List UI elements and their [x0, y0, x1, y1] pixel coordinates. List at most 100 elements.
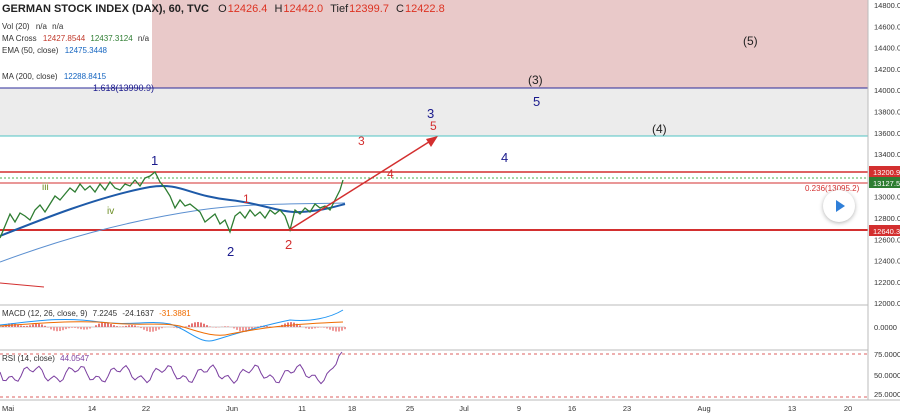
macd-bar: [188, 324, 190, 327]
price-line: [0, 170, 344, 239]
price-tick: 13000.0: [874, 193, 900, 202]
time-axis-ticks: Mai 14 22 Jun 11 18 25 Jul 9 16 23 Aug 13 20: [2, 404, 852, 413]
price-tick: 13600.0: [874, 129, 900, 138]
wave-red-1: 1: [243, 192, 250, 206]
projection-line: [288, 139, 433, 231]
macd-bar: [17, 324, 19, 327]
macd-bar: [26, 325, 28, 327]
indicator-ma200[interactable]: MA (200, close) 12288.8415: [2, 72, 106, 81]
macd-bar: [110, 324, 112, 327]
badge-resistance: [869, 166, 900, 177]
price-tick: 14000.0: [874, 86, 900, 95]
ma200-line: [0, 202, 346, 263]
rsi-tick-75: 75.0000: [874, 350, 900, 359]
ohlc-c-val: 12422.8: [404, 3, 445, 15]
fib-0236-label: 0.236(13095.2): [805, 184, 860, 193]
wave-red-3: 3: [358, 134, 365, 148]
macd-bar: [176, 327, 178, 329]
price-tick: 14200.0: [874, 65, 900, 74]
macd-bar: [236, 327, 238, 330]
macd-val2: -24.1637: [122, 309, 154, 318]
play-button[interactable]: [823, 190, 855, 222]
macd-bar: [59, 327, 61, 332]
macd-bar: [116, 326, 118, 327]
price-tick: 13800.0: [874, 108, 900, 117]
indicator-macross-val3: n/a: [137, 34, 150, 43]
indicator-ma200-val: 12288.8415: [63, 72, 107, 81]
time-tick: 11: [298, 404, 306, 413]
macd-val1: 7.2245: [92, 309, 118, 318]
projection-arrowhead: [426, 136, 438, 147]
macd-bar: [242, 327, 244, 332]
macd-bar: [326, 327, 328, 329]
macd-bar: [149, 327, 151, 332]
indicator-ma200-name: MA (200, close): [2, 72, 58, 81]
macd-bar: [23, 325, 25, 327]
macd-bar: [224, 326, 226, 327]
time-tick: 23: [623, 404, 631, 413]
rsi-name: RSI (14, close): [2, 354, 55, 363]
macd-bar: [248, 327, 250, 331]
wave-red-2: 2: [285, 237, 292, 252]
macd-bar: [308, 327, 310, 329]
macd-bar: [290, 322, 292, 327]
ema50-line: [0, 185, 346, 237]
macd-bar: [122, 326, 124, 327]
price-axis-ticks: 14800.0 14600.0 14400.0 14200.0 14000.0 13800…: [874, 1, 900, 308]
indicator-ema50[interactable]: EMA (50, close) 12475.3448: [2, 46, 107, 55]
time-tick: Aug: [697, 404, 710, 413]
wave-purple-3: 3: [427, 106, 434, 121]
ohlc-c-key: C: [396, 3, 404, 15]
macd-bar: [194, 322, 196, 327]
indicator-macross-val2: 12437.3124: [90, 34, 133, 43]
price-tick: 12800.0: [874, 214, 900, 223]
macd-bar: [32, 324, 34, 327]
rsi-legend[interactable]: RSI (14, close) 44.0547: [2, 354, 89, 363]
target-zone: [152, 0, 868, 88]
macd-bar: [77, 327, 79, 329]
macd-bar: [296, 323, 298, 327]
macd-bar: [89, 327, 91, 329]
macd-bar: [197, 322, 199, 327]
macd-bar: [284, 323, 286, 327]
macd-bar: [185, 326, 187, 327]
macd-bar: [158, 327, 160, 330]
time-tick: 9: [517, 404, 521, 413]
macd-bar: [287, 322, 289, 327]
wave-red-5: 5: [430, 119, 437, 133]
wave-purple-4: 4: [501, 150, 508, 165]
macd-bar: [86, 327, 88, 330]
macd-bar: [128, 325, 130, 327]
macd-line: [0, 309, 344, 342]
macd-bar: [62, 327, 64, 331]
symbol-title: GERMAN STOCK INDEX (DAX), 60, TVC: [2, 3, 209, 15]
macd-bar: [227, 326, 229, 327]
rsi-val: 44.0547: [60, 354, 90, 363]
wave-bracket-3: (3): [528, 73, 543, 87]
price-tick: 14600.0: [874, 22, 900, 31]
indicator-ema50-val: 12475.3448: [64, 46, 107, 55]
macd-bar: [80, 327, 82, 330]
macd-bar: [44, 325, 46, 327]
price-tick: 14800.0: [874, 1, 900, 10]
macd-bar: [329, 327, 331, 330]
price-tick: 12200.0: [874, 278, 900, 287]
macd-bar: [74, 327, 76, 328]
ohlc-o-val: 12426.4: [227, 3, 268, 15]
macd-bar: [35, 323, 37, 327]
indicator-vol[interactable]: Vol (20) n/a n/a: [2, 22, 63, 31]
macd-bar: [305, 327, 307, 329]
macd-bar: [65, 327, 67, 330]
macd-bar: [338, 327, 340, 332]
macd-bar: [98, 323, 100, 327]
macd-bar: [131, 325, 133, 327]
macd-legend[interactable]: MACD (12, 26, close, 9) 7.2245 -24.1637 …: [2, 309, 191, 318]
macd-bar: [206, 325, 208, 327]
fib-1618-label: 1.618(13990.9): [93, 83, 154, 93]
macd-bar: [95, 325, 97, 327]
macd-bar: [332, 327, 334, 331]
indicator-macross[interactable]: MA Cross 12427.8544 12437.3124 n/a: [2, 34, 149, 43]
macd-signal-line: [0, 321, 344, 336]
